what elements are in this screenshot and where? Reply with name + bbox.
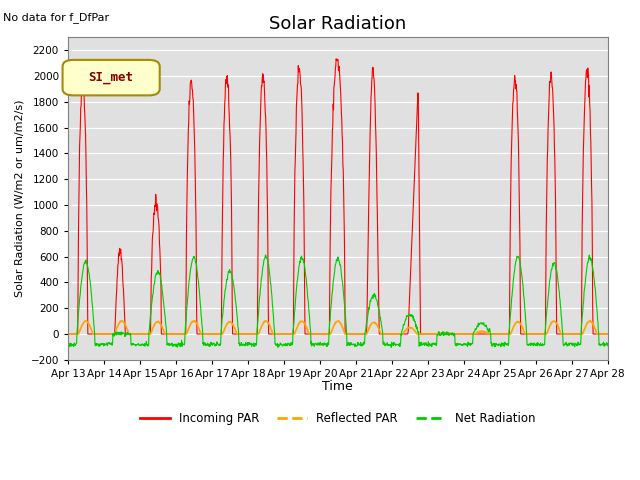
Text: SI_met: SI_met [88,71,134,84]
Line: Reflected PAR: Reflected PAR [68,321,608,334]
Reflected PAR [540,331,547,337]
Reflected PAR [422,331,429,337]
Net Radiation [387,345,395,350]
Reflected PAR [492,331,500,337]
Net Radiation [422,340,430,346]
Reflected PAR [604,331,612,337]
Reflected PAR [586,318,594,324]
Net Radiation [64,341,72,347]
Incoming PAR [332,56,340,62]
Line: Incoming PAR: Incoming PAR [68,59,608,334]
Reflected PAR [184,327,192,333]
Reflected PAR [244,331,252,337]
Reflected PAR [64,331,72,337]
Incoming PAR [64,331,72,337]
Net Radiation [604,343,612,348]
Net Radiation [540,341,548,347]
Incoming PAR [540,331,548,337]
Incoming PAR [171,331,179,337]
Net Radiation [493,342,500,348]
Net Radiation [171,342,179,348]
Net Radiation [244,340,252,346]
Incoming PAR [422,331,429,337]
Title: Solar Radiation: Solar Radiation [269,15,406,33]
FancyBboxPatch shape [63,60,160,96]
Line: Net Radiation: Net Radiation [68,255,608,348]
Reflected PAR [171,331,179,337]
Incoming PAR [492,331,500,337]
Incoming PAR [184,143,192,148]
Text: No data for f_DfPar: No data for f_DfPar [3,12,109,23]
X-axis label: Time: Time [323,380,353,393]
Incoming PAR [244,331,252,337]
Legend: Incoming PAR, Reflected PAR, Net Radiation: Incoming PAR, Reflected PAR, Net Radiati… [136,408,540,430]
Y-axis label: Solar Radiation (W/m2 or um/m2/s): Solar Radiation (W/m2 or um/m2/s) [15,100,25,297]
Net Radiation [184,292,192,298]
Net Radiation [262,252,269,258]
Incoming PAR [604,331,612,337]
